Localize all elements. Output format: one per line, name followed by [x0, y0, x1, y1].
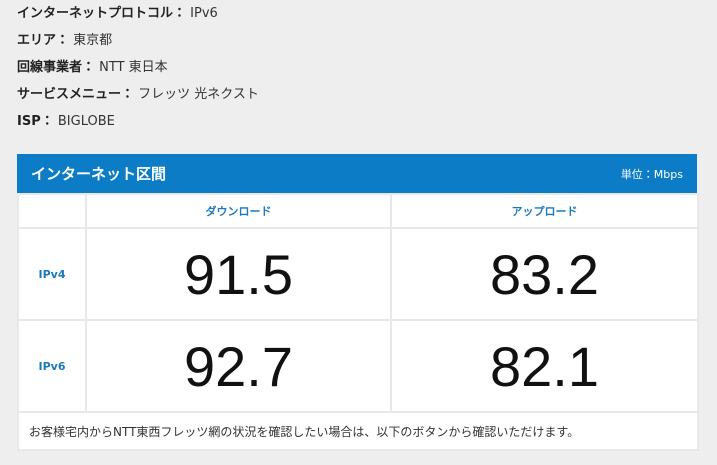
info-value: IPv6 [190, 6, 218, 21]
info-label: インターネットプロトコル： [17, 6, 187, 21]
column-header: ダウンロード [85, 193, 392, 229]
info-list: インターネットプロトコル： IPv6 エリア： 東京都 回線事業者： NTT 東… [17, 0, 259, 135]
info-line: インターネットプロトコル： IPv6 [17, 0, 259, 27]
info-value: NTT 東日本 [99, 60, 168, 75]
note: お客様宅内からNTT東西フレッツ網の状況を確認したい場合は、以下のボタンから確認… [17, 411, 699, 451]
corner-cell [17, 193, 87, 229]
row: IPv4 91.5 83.2 [17, 227, 699, 321]
info-value: 東京都 [73, 33, 113, 48]
column-header: アップロード [390, 193, 699, 229]
row: IPv6 92.7 82.1 [17, 319, 699, 413]
box-title: インターネット区間 [31, 165, 167, 183]
speed-value: 91.5 [85, 227, 392, 321]
info-line: 回線事業者： NTT 東日本 [17, 54, 259, 81]
info-label: ISP： [17, 114, 54, 129]
row-label: IPv6 [17, 319, 87, 413]
speed-box: インターネット区間 単位：Mbps ダウンロード アップロード IPv4 91.… [17, 154, 699, 451]
speed-value: 83.2 [390, 227, 699, 321]
info-line: サービスメニュー： フレッツ 光ネクスト [17, 81, 259, 108]
info-label: 回線事業者： [17, 60, 96, 75]
info-value: フレッツ 光ネクスト [138, 87, 259, 102]
speed-table: ダウンロード アップロード IPv4 91.5 83.2 IPv6 92.7 8… [17, 193, 699, 451]
unit: 単位：Mbps [620, 167, 683, 181]
header-row: ダウンロード アップロード [17, 193, 699, 229]
note-row: お客様宅内からNTT東西フレッツ網の状況を確認したい場合は、以下のボタンから確認… [17, 411, 699, 451]
info-label: サービスメニュー： [17, 87, 135, 102]
box-header: インターネット区間 単位：Mbps [17, 154, 697, 193]
info-value: BIGLOBE [57, 114, 115, 129]
speed-value: 92.7 [85, 319, 392, 413]
info-line: エリア： 東京都 [17, 27, 259, 54]
info-line: ISP： BIGLOBE [17, 108, 259, 135]
speed-value: 82.1 [390, 319, 699, 413]
info-label: エリア： [17, 33, 70, 48]
row-label: IPv4 [17, 227, 87, 321]
